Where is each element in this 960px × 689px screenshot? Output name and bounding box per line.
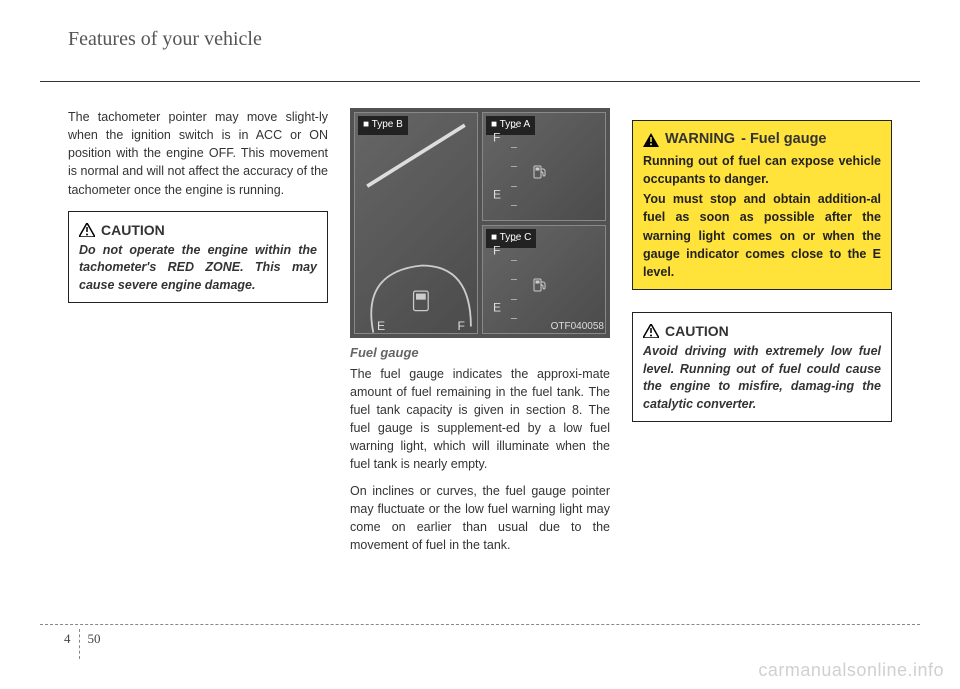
section-number: 4 — [40, 629, 80, 659]
fuel-pump-icon — [532, 164, 548, 180]
gauge-E-c: E — [493, 300, 501, 317]
caution-low-fuel: CAUTION Avoid driving with extremely low… — [632, 312, 892, 422]
gauge-ticks-a — [511, 127, 517, 206]
caution-title-row: CAUTION — [79, 220, 317, 240]
warning-icon — [643, 133, 659, 147]
page: Features of your vehicle The tachometer … — [40, 24, 920, 659]
caution2-title-row: CAUTION — [643, 321, 881, 341]
gauge-type-a: ■ Type A F E — [482, 112, 606, 221]
tachometer-note: The tachometer pointer may move slight-l… — [68, 108, 328, 199]
fuel-gauge-para2: On inclines or curves, the fuel gauge po… — [350, 482, 610, 555]
gauge-F-c: F — [493, 242, 501, 259]
gauge-type-b: ■ Type B E F — [354, 112, 478, 334]
page-footer: 4 50 — [40, 624, 920, 659]
warning-fuel-gauge: WARNING - Fuel gauge Running out of fuel… — [632, 120, 892, 290]
image-code: OTF040058 — [551, 320, 604, 335]
column-2: ■ Type A F E ■ Type B E — [350, 108, 610, 562]
caution2-icon — [643, 324, 659, 338]
gauge-F: F — [493, 129, 501, 146]
page-number: 50 — [80, 629, 109, 659]
gauge-letters-c: F E — [493, 242, 501, 317]
warning-subtitle: - Fuel gauge — [741, 129, 826, 150]
caution2-title: CAUTION — [665, 321, 729, 341]
caution-icon — [79, 223, 95, 237]
gauge-E: E — [493, 187, 501, 204]
gauge-type-c: ■ Type C F E — [482, 225, 606, 334]
chapter-title: Features of your vehicle — [40, 28, 920, 51]
gauge-letters-a: F E — [493, 129, 501, 204]
caution-tachometer: CAUTION Do not operate the engine within… — [68, 211, 328, 304]
gauge-arc-b: E F — [355, 113, 477, 357]
warning-body-2: You must stop and obtain addition-al fue… — [643, 190, 881, 281]
caution-title: CAUTION — [101, 220, 165, 240]
column-1: The tachometer pointer may move slight-l… — [68, 108, 328, 562]
warning-body-1: Running out of fuel can expose vehicle o… — [643, 152, 881, 188]
gauge-ticks-c — [511, 240, 517, 319]
fuel-pump-icon-c — [532, 277, 548, 293]
column-3: WARNING - Fuel gauge Running out of fuel… — [632, 108, 892, 562]
header-rule — [40, 81, 920, 82]
fuel-gauge-image: ■ Type A F E ■ Type B E — [350, 108, 610, 338]
warning-title-row: WARNING - Fuel gauge — [643, 129, 881, 150]
svg-text:F: F — [457, 319, 464, 333]
watermark: carmanualsonline.info — [758, 660, 944, 681]
content-columns: The tachometer pointer may move slight-l… — [40, 108, 920, 562]
fuel-gauge-para1: The fuel gauge indicates the approxi-mat… — [350, 365, 610, 474]
svg-text:E: E — [377, 319, 385, 333]
caution-body: Do not operate the engine within the tac… — [79, 242, 317, 295]
warning-title: WARNING — [665, 129, 735, 150]
caution2-body: Avoid driving with extremely low fuel le… — [643, 343, 881, 413]
